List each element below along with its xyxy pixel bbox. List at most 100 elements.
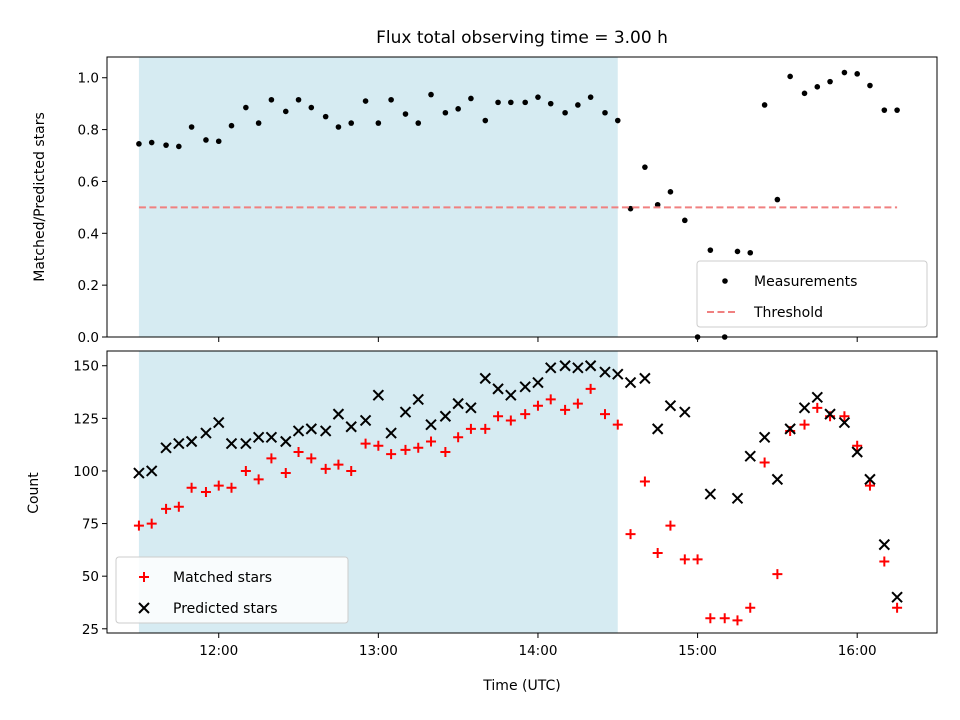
measurement-point (495, 99, 501, 106)
matched-star-point (612, 419, 623, 430)
measurement-point (415, 120, 422, 126)
predicted-star-point (185, 435, 198, 448)
predicted-star-point (200, 427, 212, 439)
predicted-star-point (345, 421, 357, 433)
y-tick-label: 0.0 (78, 330, 99, 346)
legend-box (115, 556, 349, 624)
measurement-point (163, 142, 169, 148)
predicted-star-point (492, 383, 504, 395)
measurement-point (535, 94, 541, 100)
matched-star-point (892, 602, 903, 613)
matched-star-point (665, 520, 676, 531)
legend-dot-swatch (722, 278, 728, 284)
measurement-point (774, 196, 781, 203)
matched-star-point (505, 415, 516, 426)
matched-star-point (572, 398, 583, 409)
matched-star-point (346, 465, 357, 476)
x-tick-label: 13:00 (359, 643, 398, 659)
predicted-star-point (292, 425, 305, 437)
y-tick-label: 0.2 (78, 278, 99, 294)
count-panel: Count 25 50 75 100 125 150 12:00 13:00 14:00 15:0… (26, 350, 938, 659)
xlabel: Time (UTC) (482, 678, 560, 694)
measurement-point (136, 141, 142, 147)
matched-star-point (852, 440, 863, 451)
matched-star-point (532, 400, 543, 411)
measurement-point (268, 96, 275, 103)
series-layer (136, 69, 900, 340)
measurement-point (841, 69, 848, 76)
measurement-point (627, 205, 634, 212)
measurement-point (203, 137, 209, 143)
matched-star-point (639, 476, 650, 487)
matched-star-point (200, 487, 211, 497)
predicted-star-point (412, 393, 424, 406)
measurement-point (522, 99, 528, 106)
x-tick-label: 12:00 (199, 643, 238, 659)
measurement-point (482, 117, 489, 124)
matched-star-point (386, 449, 397, 460)
matched-star-point (493, 411, 504, 422)
predicted-star-point (225, 437, 238, 450)
matched-star-point (480, 423, 491, 434)
measurement-point (587, 94, 594, 100)
predicted-star-point (265, 431, 278, 443)
y-tick-label: 50 (82, 569, 99, 585)
measurement-point (642, 164, 648, 170)
measurement-point (308, 104, 315, 111)
predicted-star-point (519, 381, 531, 393)
x-tick-label: 14:00 (519, 643, 558, 659)
matched-star-point (320, 463, 331, 474)
matched-star-point (772, 569, 783, 580)
matched-star-point (545, 394, 556, 405)
predicted-star-point (891, 591, 903, 603)
matched-star-point (745, 602, 756, 613)
measurement-point (375, 120, 382, 126)
matched-star-point (692, 554, 703, 565)
measurement-point (362, 98, 369, 104)
y-tick-label: 1.0 (78, 71, 99, 87)
matched-star-point (213, 480, 224, 491)
predicted-star-point (851, 446, 863, 458)
predicted-star-point (599, 366, 611, 378)
measurement-point (176, 143, 182, 150)
predicted-star-point (878, 538, 891, 551)
measurement-point (734, 248, 741, 255)
predicted-star-point (811, 391, 823, 404)
matched-star-point (705, 613, 716, 624)
legend-label: Threshold (753, 305, 823, 321)
observing-window-shade (138, 57, 618, 337)
predicted-star-point (758, 431, 771, 443)
predicted-star-point (559, 360, 571, 372)
predicted-star-point (240, 437, 252, 450)
matched-star-point (266, 453, 277, 464)
measurement-point (881, 107, 888, 113)
measurement-point (602, 109, 608, 116)
predicted-star-point (399, 406, 412, 418)
y-tick-label: 125 (73, 411, 99, 427)
matched-star-point (293, 447, 304, 458)
matched-star-point (679, 554, 690, 565)
matched-star-point (839, 411, 850, 422)
predicted-star-point (798, 402, 811, 414)
measurement-point (428, 91, 434, 98)
y-tick-label: 75 (82, 517, 99, 533)
y-tick-label: 100 (73, 464, 99, 480)
measurement-point (682, 217, 688, 224)
predicted-star-point (359, 414, 372, 427)
predicted-star-point (160, 442, 172, 454)
matched-star-point (719, 613, 730, 624)
matched-star-point (306, 453, 317, 464)
matched-star-point (732, 615, 743, 626)
measurement-point (148, 139, 155, 146)
predicted-star-point (425, 418, 437, 431)
measurement-point (547, 100, 554, 107)
predicted-star-point (532, 376, 544, 389)
matched-star-point (360, 438, 371, 449)
axes-frame (106, 56, 938, 338)
measurement-point (322, 113, 329, 120)
matched-star-point (864, 480, 875, 491)
measurement-point (867, 82, 873, 89)
predicted-star-point (664, 400, 677, 412)
predicted-star-point (280, 435, 292, 448)
